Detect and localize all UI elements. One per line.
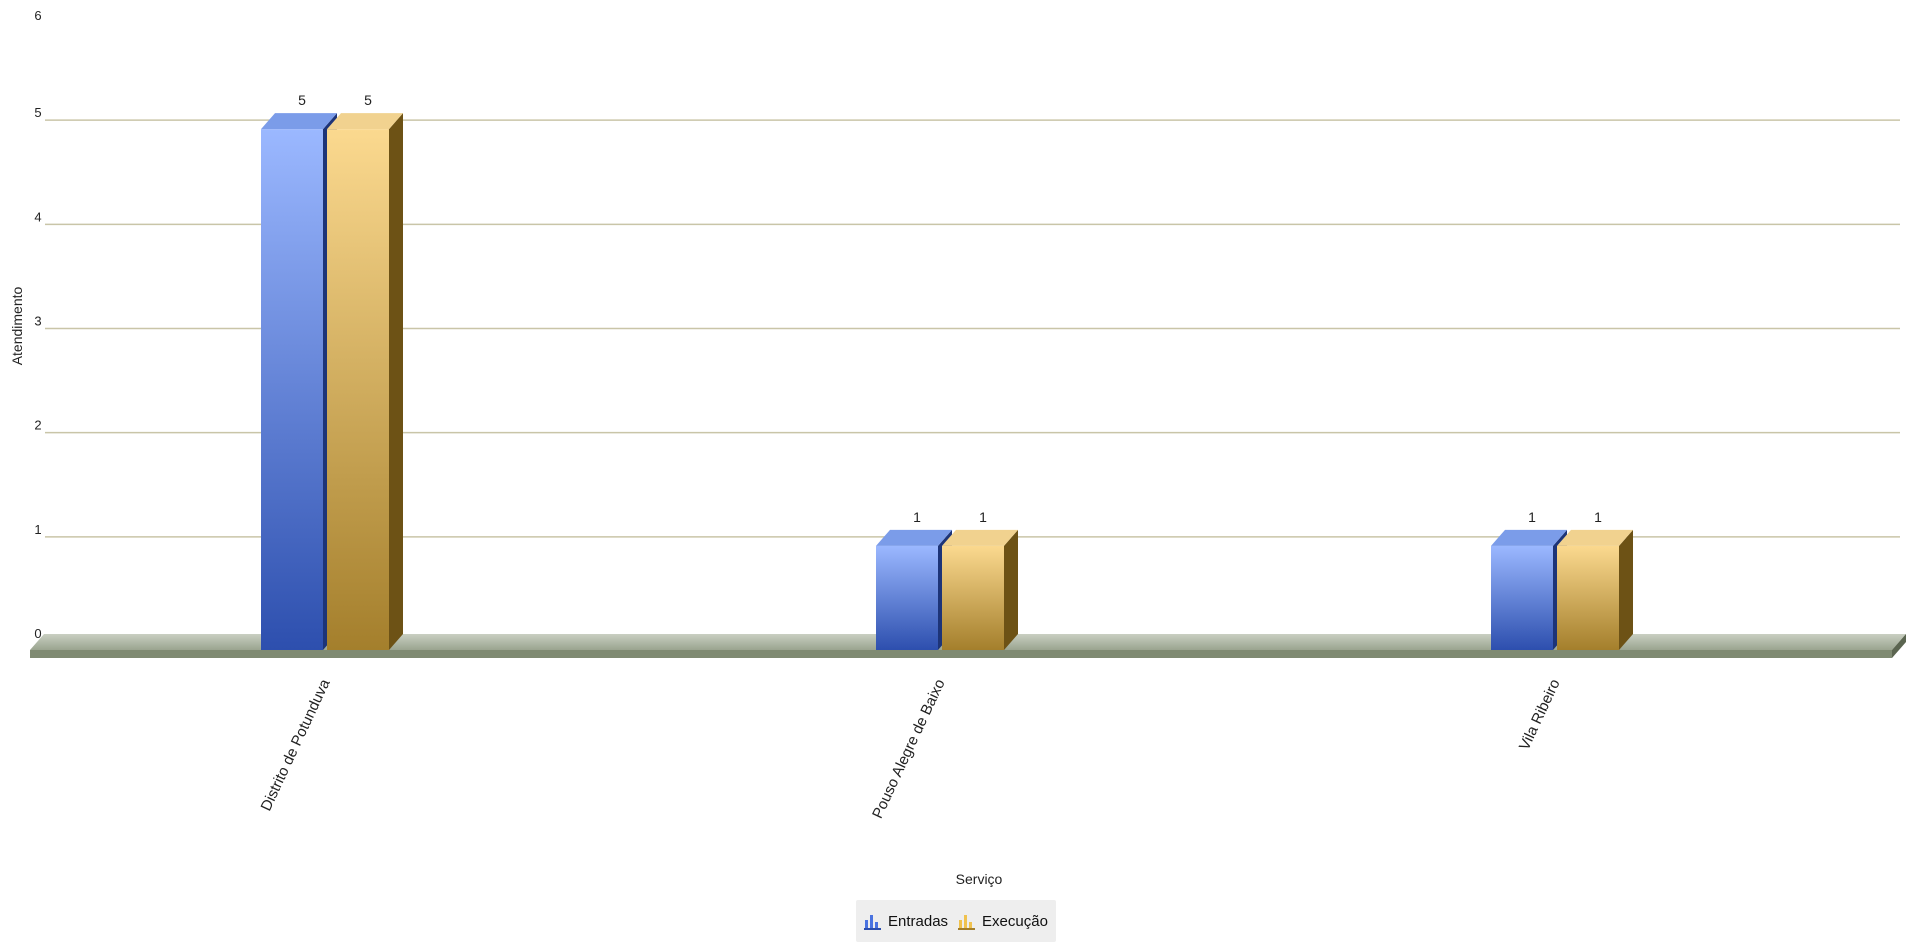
- bar-top: [942, 529, 1018, 546]
- data-label: 1: [913, 509, 921, 525]
- y-tick-label: 2: [34, 418, 41, 433]
- bar-side: [1004, 529, 1018, 650]
- data-label: 5: [298, 92, 306, 108]
- bar: [1491, 545, 1553, 650]
- chart-floor-side: [1892, 634, 1906, 658]
- bar: [261, 129, 323, 650]
- bar-chart-icon: [864, 912, 882, 930]
- x-axis-title: Serviço: [956, 871, 1003, 887]
- bar: [942, 545, 1004, 650]
- data-label: 1: [1594, 509, 1602, 525]
- legend-item-execucao[interactable]: Execução: [958, 912, 1048, 930]
- data-label: 5: [364, 92, 372, 108]
- x-tick-label: Vila Ribeiro: [1516, 677, 1564, 753]
- bar-top: [327, 113, 403, 130]
- bar-top: [1557, 529, 1633, 546]
- bar-top: [876, 529, 952, 546]
- bar-side: [1619, 529, 1633, 650]
- y-tick-label: 3: [34, 314, 41, 329]
- bar-top: [1491, 529, 1567, 546]
- data-label: 1: [979, 509, 987, 525]
- bar-chart-icon: [958, 912, 976, 930]
- legend: Entradas Execução: [856, 900, 1056, 942]
- y-tick-label: 4: [34, 209, 41, 224]
- legend-item-entradas[interactable]: Entradas: [864, 912, 948, 930]
- x-tick-label: Distrito de Potunduva: [258, 676, 334, 814]
- legend-label-entradas: Entradas: [888, 912, 949, 930]
- x-tick-label: Pouso Alegre de Baixo: [869, 677, 949, 822]
- bar: [327, 129, 389, 650]
- y-tick-label: 6: [34, 8, 41, 23]
- y-axis-title: Atendimento: [9, 286, 25, 365]
- bar: [1557, 545, 1619, 650]
- data-label: 1: [1528, 509, 1536, 525]
- chart-floor-front: [30, 650, 1892, 658]
- bar-side: [389, 113, 403, 650]
- legend-label-execucao: Execução: [982, 912, 1048, 930]
- y-tick-label: 0: [34, 626, 41, 641]
- y-tick-label: 1: [34, 522, 41, 537]
- bar: [876, 545, 938, 650]
- y-tick-label: 5: [34, 105, 41, 120]
- bar-top: [261, 113, 337, 130]
